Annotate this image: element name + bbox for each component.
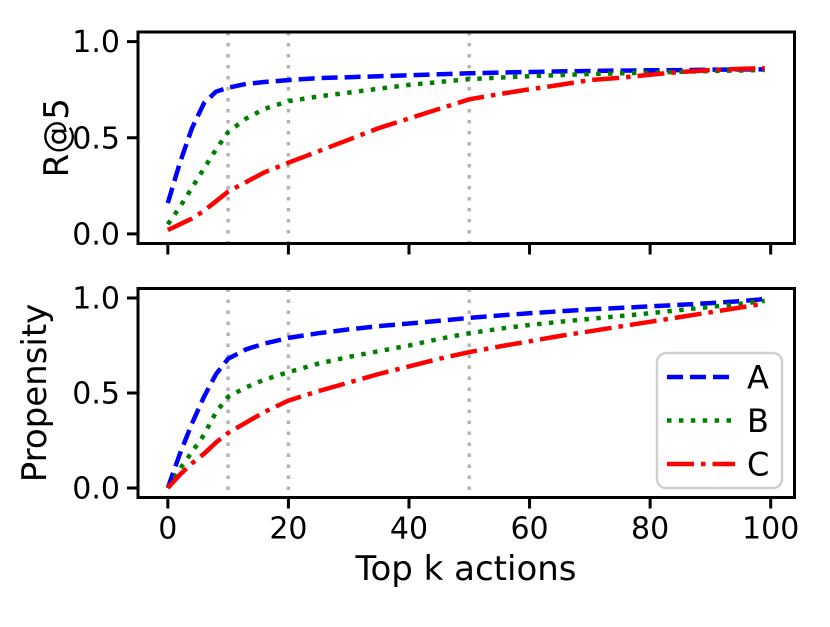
series-B-curve <box>165 67 765 226</box>
axes-frame <box>136 30 796 245</box>
y-tick-label: 1.0 <box>72 25 120 60</box>
series-C-curve <box>166 65 765 233</box>
y-axis-label-r5: R@5 <box>37 98 77 177</box>
top-subplot: 0.0 0.5 1.0 <box>72 25 796 255</box>
y-tick-label: 0.0 <box>72 217 120 252</box>
y-tick-label: 0.5 <box>72 121 120 156</box>
bottom-subplot: 0 20 40 60 80 100 0.0 0.5 1.0 <box>72 282 799 547</box>
legend-label-A: A <box>747 359 769 397</box>
series-B-curve <box>165 298 765 490</box>
y-tick-label: 0.5 <box>72 377 120 412</box>
y-tick-label: 1.0 <box>72 282 120 317</box>
legend-label-B: B <box>747 402 769 440</box>
series-C-curve <box>166 301 766 490</box>
x-tick-label: 100 <box>742 512 799 547</box>
y-axis-label-propensity: Propensity <box>15 304 55 483</box>
legend-label-C: C <box>747 446 769 484</box>
x-tick-label: 20 <box>269 512 307 547</box>
legend-box <box>655 351 784 490</box>
x-tick-label: 80 <box>631 512 669 547</box>
x-tick-label: 60 <box>510 512 548 547</box>
x-tick-label: 0 <box>158 512 177 547</box>
series-A-curve <box>165 67 765 204</box>
x-axis-label: Top k actions <box>354 549 576 589</box>
legend: A B C <box>655 351 784 490</box>
series-A-curve <box>165 296 765 489</box>
y-tick-label: 0.0 <box>72 472 120 507</box>
x-tick-label: 40 <box>390 512 428 547</box>
